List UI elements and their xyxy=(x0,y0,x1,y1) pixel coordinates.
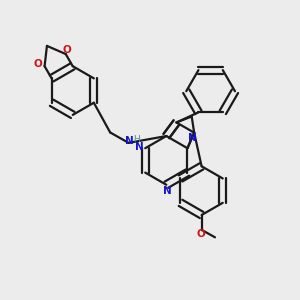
Text: N: N xyxy=(188,133,197,143)
Text: O: O xyxy=(197,229,206,239)
Text: N: N xyxy=(125,136,134,146)
Text: O: O xyxy=(63,45,72,55)
Text: H: H xyxy=(133,135,140,144)
Text: N: N xyxy=(135,142,144,152)
Text: O: O xyxy=(34,59,42,69)
Text: N: N xyxy=(163,186,172,196)
